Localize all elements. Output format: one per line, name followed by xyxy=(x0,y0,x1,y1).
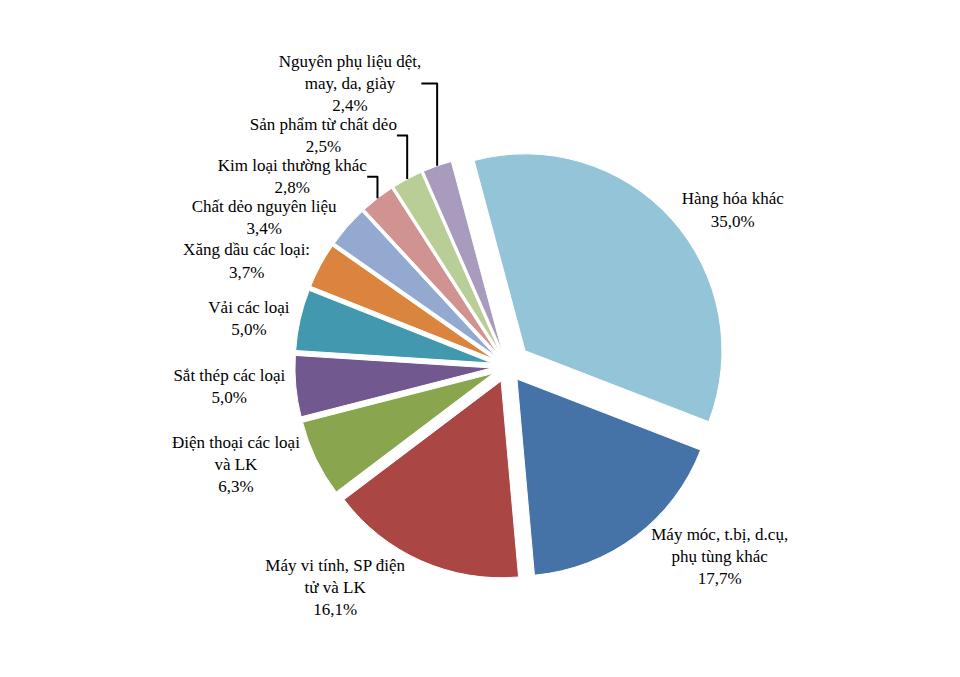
svg-text:Điện thoại các loạivà LK6,3%: Điện thoại các loạivà LK6,3% xyxy=(172,433,300,496)
svg-text:Máy vi tính, SP điệntử và LK16: Máy vi tính, SP điệntử và LK16,1% xyxy=(265,556,405,619)
svg-text:Sắt thép các loại5,0%: Sắt thép các loại5,0% xyxy=(173,366,285,407)
svg-text:Xăng dầu các loại:3,7%: Xăng dầu các loại:3,7% xyxy=(183,240,310,281)
svg-text:Chất dẻo nguyên liệu3,4%: Chất dẻo nguyên liệu3,4% xyxy=(192,197,337,238)
svg-text:Hàng hóa khác35,0%: Hàng hóa khác35,0% xyxy=(682,189,784,230)
svg-text:Máy móc, t.bị, d.cụ,phụ tùng k: Máy móc, t.bị, d.cụ,phụ tùng khác17,7% xyxy=(651,525,788,588)
svg-text:Sản phẩm từ chất dẻo2,5%: Sản phẩm từ chất dẻo2,5% xyxy=(250,115,397,156)
svg-text:Nguyên phụ liệu dệt,may, da, g: Nguyên phụ liệu dệt,may, da, giày2,4% xyxy=(279,52,422,115)
svg-text:Kim loại thường khác2,8%: Kim loại thường khác2,8% xyxy=(218,156,367,197)
svg-text:Vải các loại5,0%: Vải các loại5,0% xyxy=(208,298,289,339)
